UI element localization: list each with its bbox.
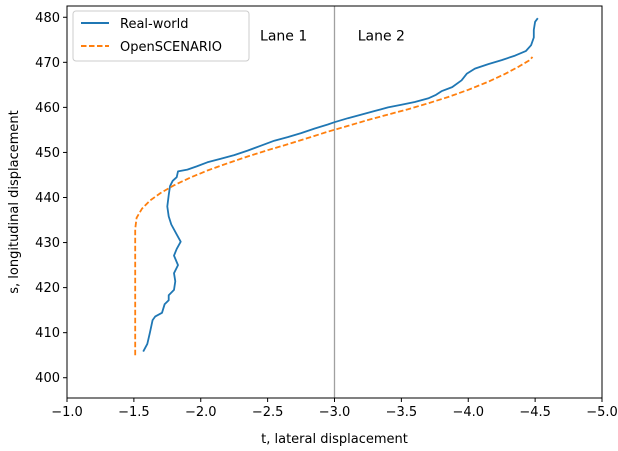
legend-label-real-world: Real-world [120,17,189,32]
y-tick-label: 410 [35,326,60,341]
legend: Real-world OpenSCENARIO [72,10,250,62]
y-tick-label: 470 [35,56,60,71]
y-tick-label: 460 [35,101,60,116]
y-tick-label: 480 [35,11,60,26]
lane-annotation: Lane 1 [260,28,307,44]
x-tick-label: −2.0 [185,405,217,420]
x-axis-label: t, lateral displacement [261,432,408,447]
x-tick-label: −4.5 [519,405,551,420]
x-tick-label: −4.0 [452,405,484,420]
series-line-real-world [142,17,539,353]
x-tick-label: −3.5 [386,405,418,420]
x-tick-label: −3.0 [319,405,351,420]
x-tick-label: −2.5 [252,405,284,420]
y-tick-label: 430 [35,236,60,251]
legend-box [72,10,250,62]
x-tick-label: −1.0 [51,405,83,420]
x-tick-label: −5.0 [586,405,618,420]
x-tick-label: −1.5 [118,405,150,420]
y-tick-label: 420 [35,281,60,296]
lane-annotation: Lane 2 [358,28,405,44]
y-tick-label: 450 [35,146,60,161]
y-axis-label: s, longitudinal displacement [7,110,22,293]
series-line-openscenario [134,56,534,356]
y-tick-label: 400 [35,371,60,386]
legend-label-openscenario: OpenSCENARIO [120,40,222,55]
y-tick-label: 440 [35,191,60,206]
